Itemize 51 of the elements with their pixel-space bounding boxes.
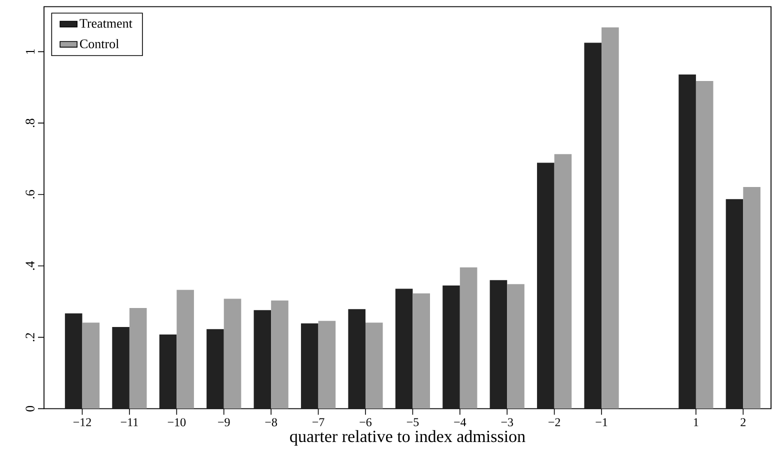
bar [300, 323, 318, 409]
x-tick-label: −10 [168, 418, 186, 426]
bar [537, 162, 554, 409]
bar [348, 309, 366, 409]
x-tick-label: −5 [406, 418, 419, 426]
bar [318, 320, 336, 409]
x-tick-label: −11 [120, 418, 138, 426]
x-tick-label: −8 [265, 418, 278, 426]
bar [412, 293, 430, 409]
bar [271, 300, 288, 409]
bar [254, 310, 272, 409]
y-tick-label: .6 [26, 190, 34, 199]
bar [442, 286, 460, 409]
bar [678, 74, 696, 409]
x-tick-label: 2 [740, 418, 746, 426]
x-tick-label: 1 [694, 418, 698, 426]
bar [696, 80, 714, 409]
bar [64, 313, 82, 409]
x-tick-label: −12 [73, 418, 91, 426]
x-tick-label: −4 [454, 418, 466, 426]
bar [460, 267, 478, 409]
bar [490, 280, 508, 409]
x-tick-label: −2 [548, 418, 560, 426]
y-tick-label: 0 [26, 406, 34, 412]
x-tick-label: −7 [312, 418, 324, 426]
bar [159, 334, 177, 409]
bar [365, 322, 383, 409]
bar [206, 329, 224, 409]
bar [129, 308, 147, 409]
bar [395, 288, 413, 409]
y-tick-label: .2 [26, 333, 34, 342]
bar [507, 284, 524, 409]
legend-label: Control [80, 39, 119, 48]
x-tick-label: −1 [596, 418, 608, 426]
y-tick-label: 1 [26, 49, 34, 54]
y-tick-label: .8 [26, 118, 34, 128]
bar [726, 199, 744, 409]
x-tick-label: −6 [360, 418, 372, 426]
legend-label: Treatment [80, 19, 132, 28]
x-axis-title: quarter relative to index admission [290, 430, 526, 446]
bar [112, 326, 130, 409]
x-tick-label: −9 [218, 418, 230, 426]
bar [224, 298, 242, 409]
x-tick-label: −3 [501, 418, 514, 426]
bar [584, 42, 602, 409]
bar [82, 322, 100, 409]
bar [554, 154, 572, 409]
bar [176, 290, 194, 409]
y-tick-label: .4 [26, 261, 34, 270]
bar [602, 27, 619, 409]
bar [743, 186, 760, 409]
